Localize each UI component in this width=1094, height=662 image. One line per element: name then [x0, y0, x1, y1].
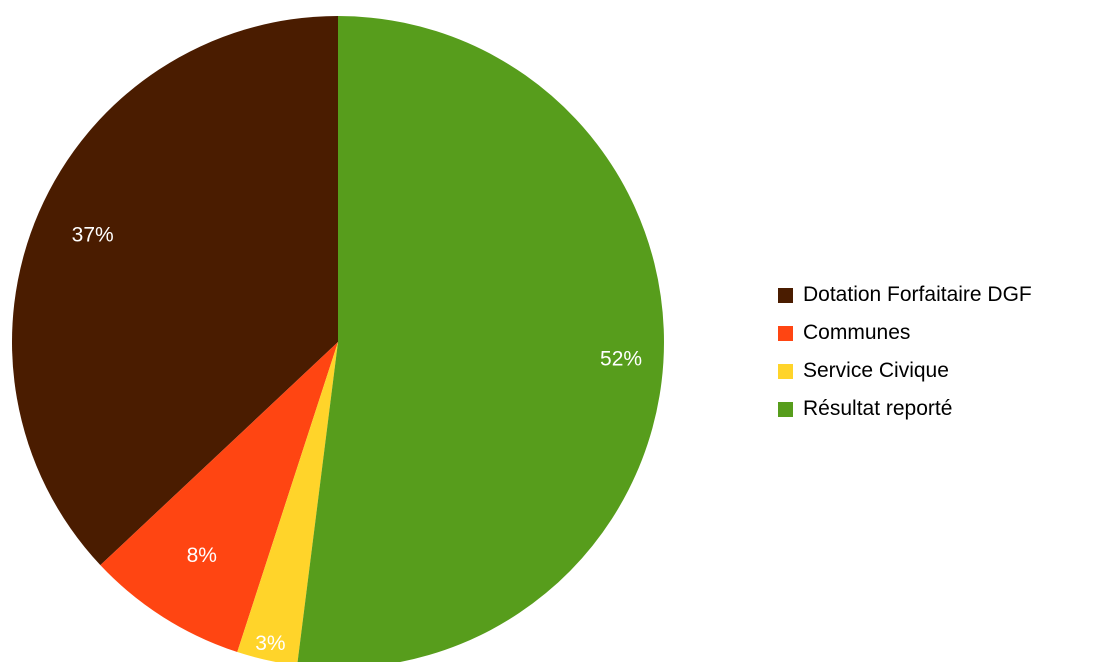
- legend-item-dotation: Dotation Forfaitaire DGF: [778, 276, 1032, 314]
- legend-swatch-resultat-reporte: [778, 401, 793, 417]
- legend-swatch-communes: [778, 325, 793, 341]
- legend-label: Résultat reporté: [803, 397, 953, 420]
- data-label-dotation: 37%: [72, 223, 114, 246]
- data-label-communes: 8%: [187, 544, 217, 567]
- data-label-service-civique: 3%: [255, 632, 285, 655]
- pie-slice-dotation: [11, 16, 339, 566]
- pie-slice-service-civique: [237, 342, 338, 662]
- legend-swatch-dotation: [778, 287, 793, 303]
- legend-item-service-civique: Service Civique: [778, 352, 1032, 390]
- legend-label: Dotation Forfaitaire DGF: [803, 283, 1032, 306]
- legend: Dotation Forfaitaire DGF Communes Servic…: [778, 276, 1032, 428]
- legend-item-communes: Communes: [778, 314, 1032, 352]
- legend-swatch-service-civique: [778, 363, 793, 379]
- pie-slice-resultat-reporte: [297, 16, 664, 662]
- data-label-resultat-reporte: 52%: [600, 347, 642, 370]
- legend-label: Communes: [803, 321, 911, 344]
- legend-label: Service Civique: [803, 359, 949, 382]
- pie-slice-communes: [100, 342, 338, 653]
- legend-item-resultat-reporte: Résultat reporté: [778, 390, 1032, 428]
